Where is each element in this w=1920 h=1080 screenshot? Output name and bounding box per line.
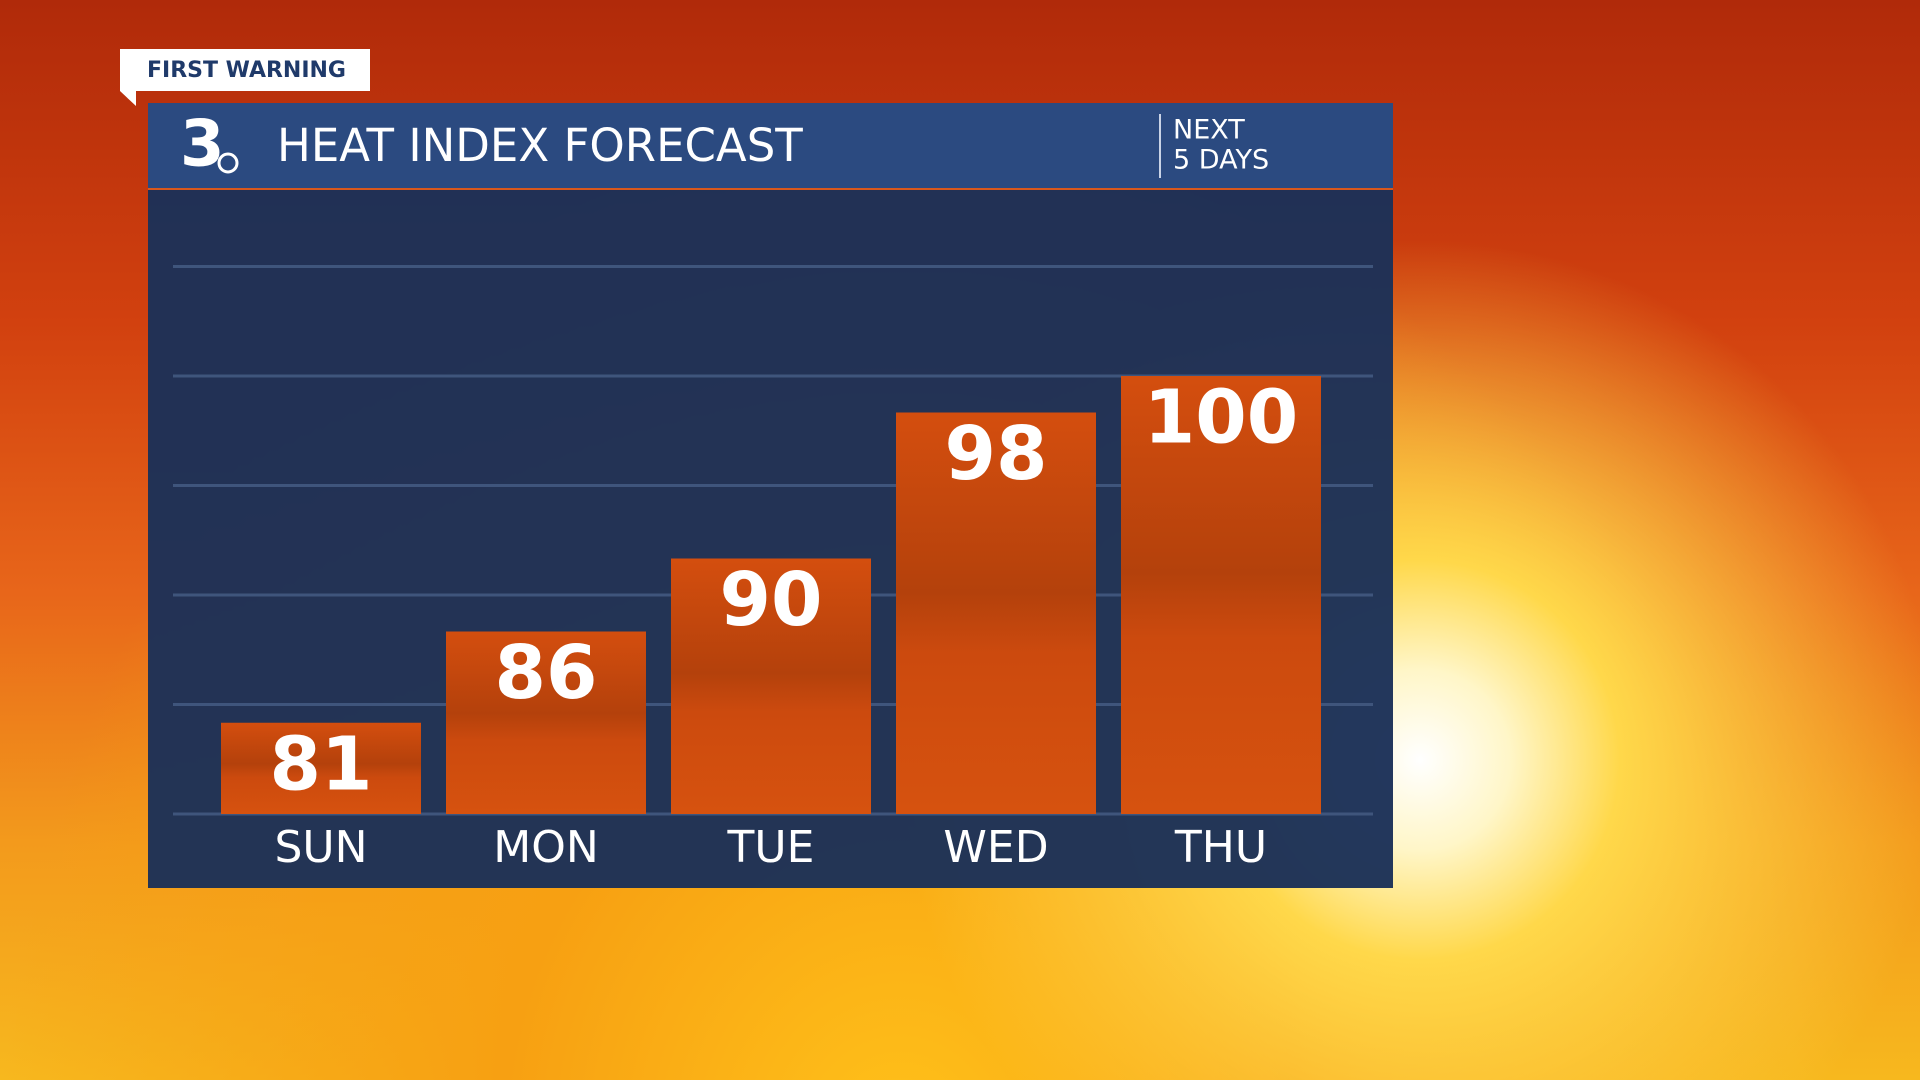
bar (671, 558, 871, 814)
value-label: 100 (1144, 375, 1298, 461)
value-label: 86 (495, 630, 598, 716)
header-bar (148, 103, 1393, 189)
bar (221, 722, 421, 814)
header-rule (148, 188, 1393, 190)
x-tick-label: TUE (727, 822, 815, 873)
tag-text: FIRST WARNING (147, 58, 346, 83)
x-tick-label: SUN (274, 822, 367, 873)
value-label: 81 (270, 721, 373, 807)
bar (1121, 376, 1321, 814)
bar (446, 631, 646, 814)
logo: 3 (180, 108, 225, 182)
value-label: 90 (720, 557, 823, 643)
subtitle-line: 5 DAYS (1173, 145, 1269, 176)
x-tick-label: MON (493, 822, 599, 873)
chart-title: HEAT INDEX FORECAST (277, 119, 803, 172)
subtitle-line: NEXT (1173, 115, 1245, 146)
value-label: 98 (945, 411, 1048, 497)
logo-eye (217, 152, 239, 174)
bar (896, 412, 1096, 814)
tag-box (120, 49, 370, 106)
x-tick-label: WED (943, 822, 1048, 873)
x-tick-label: THU (1174, 822, 1267, 873)
